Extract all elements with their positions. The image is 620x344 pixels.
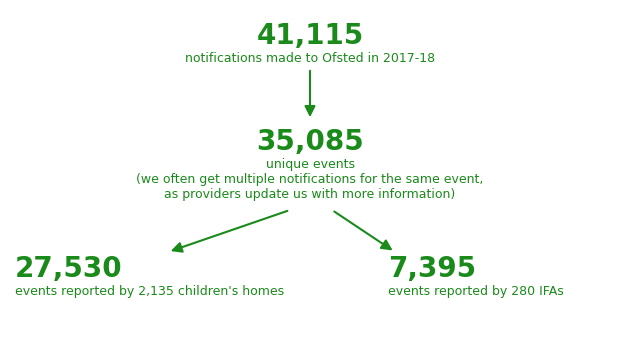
- Text: 27,530: 27,530: [15, 255, 123, 283]
- Text: events reported by 2,135 children's homes: events reported by 2,135 children's home…: [15, 285, 284, 298]
- Text: 41,115: 41,115: [257, 22, 363, 50]
- Text: 7,395: 7,395: [388, 255, 476, 283]
- Text: 35,085: 35,085: [256, 128, 364, 156]
- Text: unique events
(we often get multiple notifications for the same event,
as provid: unique events (we often get multiple not…: [136, 158, 484, 201]
- Text: notifications made to Ofsted in 2017-18: notifications made to Ofsted in 2017-18: [185, 52, 435, 65]
- Text: events reported by 280 IFAs: events reported by 280 IFAs: [388, 285, 564, 298]
